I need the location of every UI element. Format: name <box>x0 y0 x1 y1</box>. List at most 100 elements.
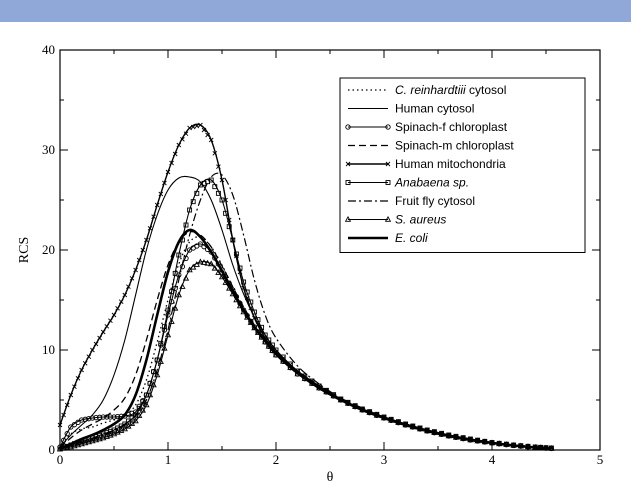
legend-marker <box>345 180 351 185</box>
data-point <box>212 151 218 156</box>
data-point <box>212 184 218 190</box>
data-point <box>165 169 171 175</box>
legend-entry: C. reinhardtiii cytosol <box>395 83 506 97</box>
data-point <box>92 436 100 443</box>
legend-entry: Spinach-m chloroplast <box>395 139 514 153</box>
data-point <box>133 267 138 273</box>
data-point <box>82 361 88 366</box>
data-point <box>71 422 78 428</box>
data-point <box>154 202 160 208</box>
data-point <box>266 337 272 343</box>
data-point <box>74 441 82 448</box>
data-point <box>194 123 200 129</box>
data-point <box>75 376 81 381</box>
data-point <box>165 307 171 313</box>
data-point <box>269 342 275 348</box>
data-point <box>172 151 178 157</box>
data-point <box>128 420 136 426</box>
data-point <box>169 289 175 295</box>
y-tick-label: 30 <box>42 142 55 157</box>
legend-marker <box>385 161 391 167</box>
data-point <box>147 380 153 386</box>
data-point <box>183 131 189 136</box>
data-point <box>147 226 153 231</box>
data-point <box>96 435 103 442</box>
data-point <box>169 160 174 166</box>
data-point <box>143 401 150 408</box>
legend-marker <box>345 161 351 167</box>
data-point <box>204 259 211 266</box>
data-point <box>244 289 250 295</box>
legend: C. reinhardtiii cytosol Human cytosol Spin… <box>339 77 586 253</box>
data-point <box>132 417 139 424</box>
data-point <box>262 332 268 338</box>
legend-entry: Human mitochondria <box>395 157 506 171</box>
data-point <box>223 210 229 216</box>
data-point <box>172 270 178 276</box>
series-6 <box>59 172 552 450</box>
data-point <box>211 264 218 271</box>
data-point <box>219 177 225 183</box>
data-point <box>126 284 131 289</box>
data-point <box>208 260 215 267</box>
data-point <box>165 312 171 318</box>
data-point <box>168 318 175 324</box>
data-point <box>133 412 139 418</box>
data-point <box>233 251 239 257</box>
data-point <box>179 283 186 289</box>
data-point <box>241 279 247 285</box>
data-point <box>111 414 117 420</box>
data-point <box>215 190 221 196</box>
data-point <box>208 137 214 143</box>
data-point <box>100 329 106 335</box>
data-point <box>158 340 164 346</box>
data-point <box>75 419 81 425</box>
data-point <box>107 414 114 420</box>
x-tick-label: 3 <box>381 452 388 467</box>
plot-layer <box>56 122 555 452</box>
data-point <box>71 442 78 449</box>
data-point <box>140 247 146 253</box>
data-point <box>79 367 84 373</box>
data-point <box>186 266 193 273</box>
legend-entry: S. aureus <box>395 213 446 227</box>
data-point <box>259 324 265 330</box>
data-point <box>183 255 189 261</box>
legend-entry: Human cytosol <box>395 102 474 116</box>
data-point <box>201 127 207 133</box>
data-point <box>121 425 128 432</box>
data-point <box>82 416 88 422</box>
data-point <box>161 324 167 330</box>
data-point <box>140 399 146 405</box>
data-point <box>251 309 257 315</box>
data-point <box>114 414 121 420</box>
legend-marker <box>344 215 352 222</box>
data-point <box>154 371 161 378</box>
data-point <box>190 199 196 205</box>
data-point <box>104 324 110 329</box>
legend-entry: Anabaena sp. <box>394 176 469 190</box>
data-point <box>68 392 74 398</box>
x-tick-label: 2 <box>273 452 280 467</box>
data-point <box>215 269 222 275</box>
data-point <box>219 197 225 203</box>
data-point <box>122 292 128 298</box>
data-point <box>198 122 203 128</box>
data-point <box>193 261 200 267</box>
data-point <box>180 137 185 142</box>
data-point <box>230 237 236 243</box>
series-line <box>59 228 552 451</box>
data-point <box>162 180 167 186</box>
data-point <box>190 124 196 130</box>
data-point <box>146 391 154 398</box>
data-point <box>85 438 92 445</box>
axes-layer: 0 1 2 3 4 5 0 10 20 30 40 <box>42 42 603 467</box>
data-point <box>89 415 96 421</box>
x-axis-title: θ <box>327 470 334 485</box>
legend-entry: E. coli <box>395 231 428 245</box>
data-point <box>118 299 124 304</box>
x-tick-label: 1 <box>165 452 172 467</box>
data-point <box>67 443 74 450</box>
x-tick-label: 0 <box>57 452 64 467</box>
data-point <box>64 402 70 408</box>
